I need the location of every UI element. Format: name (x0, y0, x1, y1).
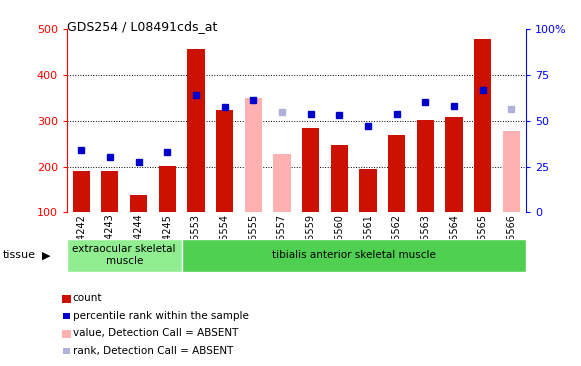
Bar (216, 110, 233, 212)
Bar (474, 40, 492, 212)
Bar (101, 171, 119, 212)
Bar (417, 120, 434, 212)
Text: ▶: ▶ (42, 250, 51, 261)
Bar (130, 195, 147, 212)
Bar (302, 128, 320, 212)
Text: extraocular skeletal
muscle: extraocular skeletal muscle (73, 244, 176, 266)
Bar (245, 98, 262, 212)
Text: percentile rank within the sample: percentile rank within the sample (73, 311, 249, 321)
Text: value, Detection Call = ABSENT: value, Detection Call = ABSENT (73, 328, 238, 339)
Text: tissue: tissue (3, 250, 36, 261)
Text: count: count (73, 293, 102, 303)
Bar (159, 165, 176, 212)
Bar (331, 145, 348, 212)
Bar (274, 154, 290, 212)
Text: GDS254 / L08491cds_at: GDS254 / L08491cds_at (67, 20, 217, 33)
FancyBboxPatch shape (181, 239, 526, 272)
Bar (503, 131, 520, 212)
Text: rank, Detection Call = ABSENT: rank, Detection Call = ABSENT (73, 346, 233, 356)
Bar (187, 49, 205, 212)
FancyBboxPatch shape (67, 239, 181, 272)
Bar (388, 135, 406, 212)
Bar (360, 169, 376, 212)
Bar (73, 171, 90, 212)
Text: tibialis anterior skeletal muscle: tibialis anterior skeletal muscle (272, 250, 436, 260)
Bar (446, 117, 462, 212)
